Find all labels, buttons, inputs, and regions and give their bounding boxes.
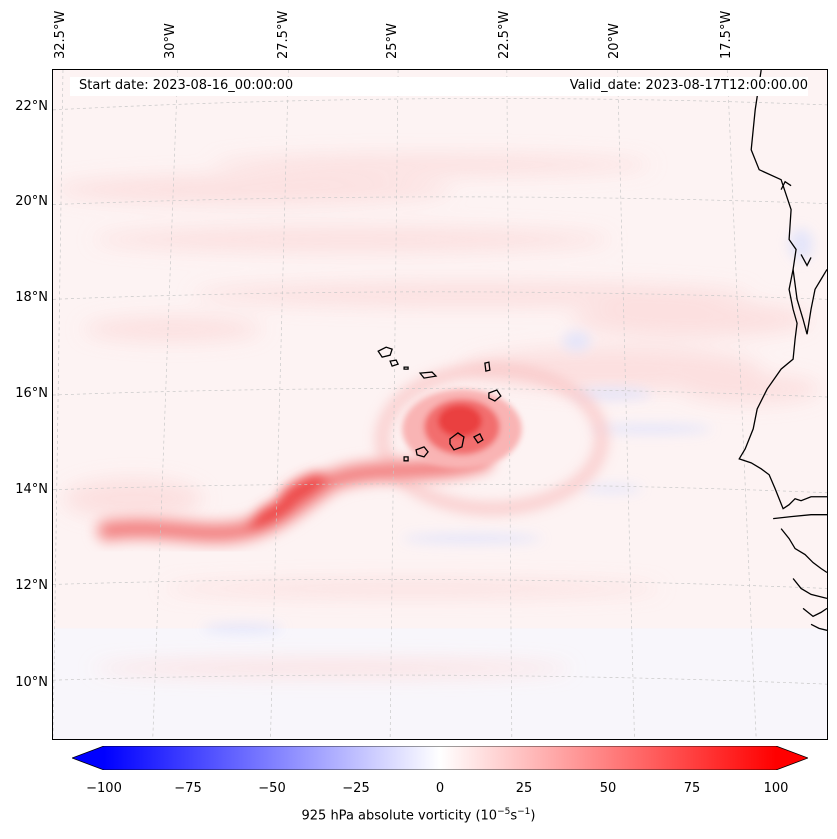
vorticity-map xyxy=(53,70,827,739)
lat-label-16n: 16°N xyxy=(15,386,48,401)
lat-label-10n: 10°N xyxy=(15,675,48,690)
lon-label-30w: 30°W xyxy=(163,23,178,59)
lat-label-18n: 18°N xyxy=(15,290,48,305)
graticule xyxy=(53,70,827,739)
african-coastline xyxy=(738,70,827,631)
lon-label-20w: 20°W xyxy=(607,23,622,59)
colorbar-tick: −75 xyxy=(174,781,202,796)
map-panel[interactable] xyxy=(52,69,828,740)
lon-label-27-5w: 27.5°W xyxy=(276,10,291,59)
lon-label-22-5w: 22.5°W xyxy=(497,10,512,59)
lat-label-22n: 22°N xyxy=(15,99,48,114)
lat-label-14n: 14°N xyxy=(15,482,48,497)
info-bar xyxy=(70,77,808,96)
weak-negative-band xyxy=(53,628,827,739)
vortex-ring xyxy=(375,362,609,516)
lon-label-32-5w: 32.5°W xyxy=(53,10,68,59)
lat-label-20n: 20°N xyxy=(15,194,48,209)
vorticity-band xyxy=(94,447,495,546)
colorbar-tick: 25 xyxy=(515,781,533,796)
colorbar-tick: 0 xyxy=(435,781,445,796)
colorbar-label: 925 hPa absolute vorticity (10−5s−1) xyxy=(301,807,536,824)
lat-label-12n: 12°N xyxy=(15,578,48,593)
weak-negative-patches xyxy=(202,228,814,634)
colorbar-tick: −100 xyxy=(86,781,122,796)
start-date-text: Start date: 2023-08-16_00:00:00 xyxy=(79,78,294,93)
cabo-verde-islands xyxy=(377,346,502,462)
valid-date-text: Valid_date: 2023-08-17T12:00:00.00 xyxy=(569,78,808,93)
colorbar-gradient xyxy=(104,746,776,770)
colorbar-tick: −25 xyxy=(342,781,370,796)
colorbar-tick: 100 xyxy=(763,781,789,796)
weak-positive-streaks xyxy=(53,154,822,677)
lon-label-25w: 25°W xyxy=(385,23,400,59)
vorticity-maximum xyxy=(402,389,522,469)
colorbar-low-extend xyxy=(72,746,104,770)
lon-label-17-5w: 17.5°W xyxy=(719,10,734,59)
colorbar-tick: −50 xyxy=(258,781,286,796)
colorbar-tick: 50 xyxy=(599,781,617,796)
colorbar-tick: 75 xyxy=(683,781,701,796)
colorbar xyxy=(72,746,808,770)
colorbar-high-extend xyxy=(776,746,808,770)
